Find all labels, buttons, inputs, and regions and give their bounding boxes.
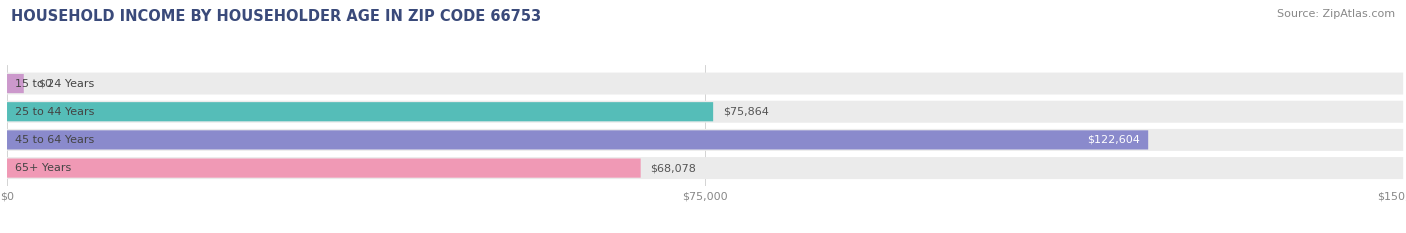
Text: 15 to 24 Years: 15 to 24 Years [15, 79, 94, 89]
Text: 25 to 44 Years: 25 to 44 Years [15, 107, 94, 117]
Text: Source: ZipAtlas.com: Source: ZipAtlas.com [1277, 9, 1395, 19]
Text: $122,604: $122,604 [1087, 135, 1140, 145]
FancyBboxPatch shape [7, 102, 713, 121]
Text: 65+ Years: 65+ Years [15, 163, 72, 173]
FancyBboxPatch shape [7, 74, 24, 93]
Text: $68,078: $68,078 [651, 163, 696, 173]
FancyBboxPatch shape [7, 101, 1403, 123]
FancyBboxPatch shape [7, 72, 1403, 95]
Text: $0: $0 [38, 79, 52, 89]
Text: HOUSEHOLD INCOME BY HOUSEHOLDER AGE IN ZIP CODE 66753: HOUSEHOLD INCOME BY HOUSEHOLDER AGE IN Z… [11, 9, 541, 24]
Text: $75,864: $75,864 [723, 107, 769, 117]
FancyBboxPatch shape [7, 157, 1403, 179]
FancyBboxPatch shape [7, 130, 1149, 150]
FancyBboxPatch shape [7, 158, 641, 178]
FancyBboxPatch shape [7, 129, 1403, 151]
Text: 45 to 64 Years: 45 to 64 Years [15, 135, 94, 145]
